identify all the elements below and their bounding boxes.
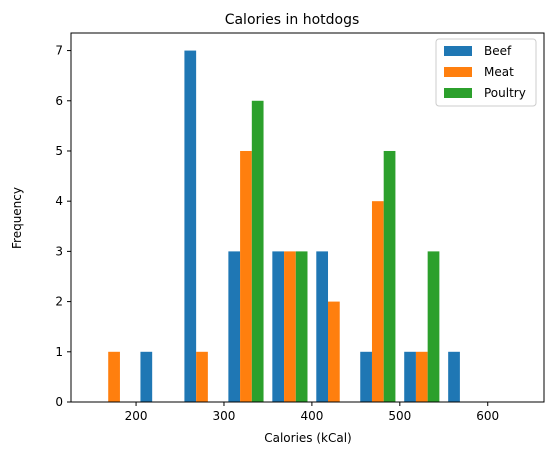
y-axis: 0 1 2 3 4 5 6 7 xyxy=(55,44,71,409)
x-tick-label: 200 xyxy=(125,409,148,423)
y-tick-label: 2 xyxy=(55,295,63,309)
bar-meat-150 xyxy=(108,351,120,402)
bar-beef-500 xyxy=(404,351,416,402)
x-tick-label: 300 xyxy=(213,409,236,423)
chart-title: Calories in hotdogs xyxy=(225,12,360,28)
bar-meat-250 xyxy=(196,351,208,402)
y-tick-label: 5 xyxy=(55,144,63,158)
y-tick-label: 3 xyxy=(55,244,63,258)
legend-label-poultry: Poultry xyxy=(484,86,526,100)
y-tick-label: 1 xyxy=(55,345,63,359)
y-tick-label: 4 xyxy=(55,194,63,208)
bar-poultry-300 xyxy=(251,100,264,402)
bar-meat-350 xyxy=(284,251,296,402)
legend-swatch-meat xyxy=(444,67,472,77)
bar-meat-400 xyxy=(328,301,340,402)
bars-group xyxy=(108,50,460,402)
legend-swatch-beef xyxy=(444,46,472,56)
bar-meat-500 xyxy=(415,351,428,402)
y-tick-label: 7 xyxy=(55,44,63,58)
legend-label-meat: Meat xyxy=(484,65,514,79)
legend-swatch-poultry xyxy=(444,88,472,98)
bar-meat-300 xyxy=(240,150,252,402)
bar-poultry-450 xyxy=(383,150,396,402)
x-tick-label: 400 xyxy=(300,409,323,423)
bar-beef-550 xyxy=(448,351,460,402)
bar-beef-250 xyxy=(184,50,197,402)
x-axis: 200 300 400 500 600 xyxy=(125,402,499,423)
x-tick-label: 600 xyxy=(476,409,499,423)
legend: Beef Meat Poultry xyxy=(435,38,537,107)
bar-meat-450 xyxy=(371,201,384,402)
y-tick-label: 6 xyxy=(55,94,63,108)
legend-label-beef: Beef xyxy=(484,44,512,58)
plot-frame xyxy=(70,32,545,403)
bar-beef-350 xyxy=(272,251,285,402)
x-tick-label: 500 xyxy=(388,409,411,423)
y-axis-label: Frequency xyxy=(10,187,24,249)
y-tick-label: 0 xyxy=(55,395,63,409)
x-axis-label: Calories (kCal) xyxy=(264,431,352,445)
bar-beef-450 xyxy=(360,351,372,402)
bar-beef-300 xyxy=(228,251,241,402)
bar-beef-400 xyxy=(316,251,329,402)
bar-beef-200 xyxy=(140,351,153,402)
bar-poultry-350 xyxy=(295,251,308,402)
bar-poultry-500 xyxy=(427,251,440,402)
